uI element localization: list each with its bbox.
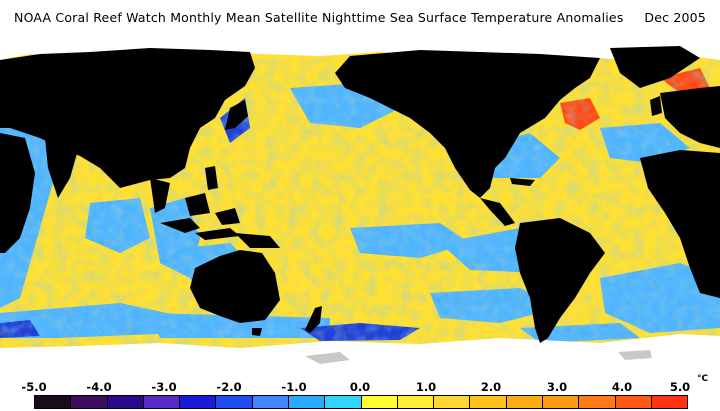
colorbar-swatch — [397, 396, 435, 408]
colorbar — [34, 395, 688, 409]
tick-label: -5.0 — [21, 380, 47, 394]
colorbar-swatch — [107, 396, 144, 408]
tick-label: -1.0 — [281, 380, 307, 394]
india — [45, 138, 80, 198]
colorbar-swatch — [470, 396, 507, 408]
antarctic-ice — [0, 334, 720, 371]
asia-left — [0, 48, 255, 188]
colorbar-swatch — [143, 396, 181, 408]
colorbar-unit: °C — [697, 374, 709, 384]
new-zealand — [305, 306, 322, 333]
south-america — [515, 218, 605, 343]
sst-anomaly-map — [0, 38, 720, 371]
tick-label: 4.0 — [611, 380, 633, 394]
tick-label: -2.0 — [216, 380, 242, 394]
colorbar-swatch — [651, 396, 688, 408]
central-america — [480, 198, 515, 226]
tick-label: 0.0 — [349, 380, 371, 394]
australia — [190, 250, 280, 323]
philippines — [205, 166, 218, 190]
colorbar-tick-labels: -5.0 -4.0 -3.0 -2.0 -1.0 0.0 1.0 2.0 3.0… — [0, 380, 720, 394]
tick-label: 1.0 — [415, 380, 437, 394]
southeast-asia — [150, 178, 170, 213]
land — [0, 46, 720, 343]
europe — [660, 86, 720, 148]
colorbar-swatch — [361, 396, 398, 408]
africa-east — [0, 133, 35, 253]
greenland — [610, 46, 700, 88]
africa-west — [640, 150, 720, 298]
tick-label: 2.0 — [480, 380, 502, 394]
colorbar-swatch — [542, 396, 580, 408]
caribbean — [510, 178, 535, 186]
borneo — [185, 193, 210, 216]
tasmania — [252, 328, 262, 336]
colorbar-swatch — [180, 396, 217, 408]
tick-label: -4.0 — [86, 380, 112, 394]
north-america — [335, 50, 600, 198]
tick-label: -3.0 — [151, 380, 177, 394]
indonesia — [160, 208, 240, 240]
colorbar-swatch — [216, 396, 253, 408]
colorbar-swatch — [288, 396, 326, 408]
colorbar-swatch — [579, 396, 616, 408]
colorbar-swatch — [506, 396, 543, 408]
colorbar-swatch — [325, 396, 362, 408]
tick-label: 5.0 — [669, 380, 691, 394]
new-guinea — [235, 233, 280, 248]
uk — [650, 96, 662, 116]
colorbar-swatch — [252, 396, 289, 408]
japan — [225, 100, 248, 130]
colorbar-swatch — [615, 396, 652, 408]
colorbar-swatch — [71, 396, 108, 408]
tick-label: 3.0 — [546, 380, 568, 394]
map-title: NOAA Coral Reef Watch Monthly Mean Satel… — [14, 10, 706, 25]
colorbar-swatch — [35, 396, 72, 408]
colorbar-swatch — [434, 396, 471, 408]
